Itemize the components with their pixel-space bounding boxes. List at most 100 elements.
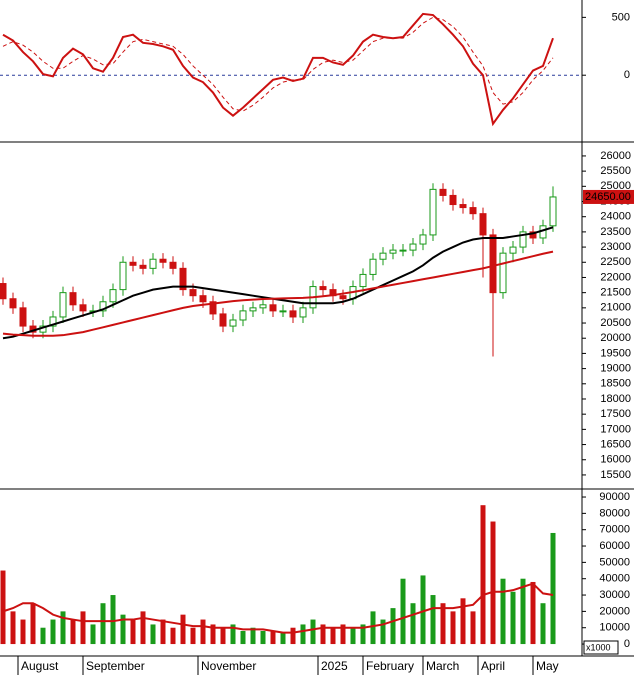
y-tick-label: 20000	[599, 605, 630, 617]
y-tick-label: 500	[612, 11, 630, 23]
last-price-box	[583, 189, 634, 204]
volume-bar	[0, 570, 6, 645]
candle-body	[199, 295, 207, 303]
volume-bar	[380, 619, 386, 645]
y-tick-label: 60000	[599, 540, 630, 552]
candle-body	[419, 234, 427, 245]
candle-body	[169, 261, 177, 269]
y-tick-label: 30000	[599, 589, 630, 601]
volume-bar	[500, 578, 506, 645]
volume-bar	[440, 603, 446, 645]
volume-bar	[370, 611, 376, 645]
y-tick-label: 22000	[600, 271, 631, 283]
candle-body	[499, 252, 507, 294]
x-tick-label: March	[426, 659, 459, 673]
candle-body	[549, 196, 557, 227]
candle-body	[389, 249, 397, 254]
volume-bar	[470, 611, 476, 645]
y-tick-label: 80000	[599, 507, 630, 519]
volume-bar	[410, 603, 416, 645]
volume-bar	[310, 619, 316, 645]
y-tick-label: 25000	[600, 180, 631, 192]
candle-body	[429, 188, 437, 236]
volume-bar	[30, 603, 36, 645]
y-tick-label: 15500	[600, 469, 631, 481]
candle-body	[279, 310, 287, 313]
candle-body	[439, 188, 447, 196]
x-tick-label: September	[86, 659, 145, 673]
moving-average	[2, 226, 554, 340]
candle-body	[479, 213, 487, 236]
volume-bar	[240, 630, 246, 645]
candle-body	[189, 289, 197, 297]
volume-bar	[340, 624, 346, 645]
volume-bar	[140, 611, 146, 645]
y-tick-label: 0	[624, 638, 630, 650]
candle-body	[519, 231, 527, 248]
candle-body	[149, 258, 157, 269]
x-tick-label: November	[201, 659, 256, 673]
candle-body	[79, 304, 87, 312]
candle-body	[529, 231, 537, 239]
volume-bar	[320, 624, 326, 645]
unit-label: x1000	[586, 642, 611, 652]
volume-bar	[200, 619, 206, 645]
candle-body	[249, 307, 257, 312]
candle-body	[99, 301, 107, 312]
candle-body	[219, 313, 227, 327]
y-tick-label: 40000	[599, 573, 630, 585]
y-tick-label: 21500	[600, 287, 631, 299]
volume-bar	[230, 624, 236, 645]
volume-bar	[510, 591, 516, 645]
y-tick-label: 17000	[600, 423, 631, 435]
x-tick-label: August	[21, 659, 59, 673]
volume-bar	[250, 627, 256, 645]
volume-bar	[50, 619, 56, 645]
candle-body	[489, 234, 497, 294]
volume-bar	[20, 619, 26, 645]
candle-body	[269, 304, 277, 312]
volume-bar	[280, 632, 286, 645]
y-tick-label: 18000	[600, 393, 631, 405]
candle-body	[159, 258, 167, 263]
candle-body	[399, 249, 407, 252]
volume-bar	[520, 578, 526, 645]
volume-bar	[80, 611, 86, 645]
volume-bar	[260, 630, 266, 645]
candle-body	[449, 194, 457, 206]
last-price-label: 24650.00	[585, 191, 631, 203]
volume-bar	[180, 614, 186, 645]
volume-bar	[270, 630, 276, 645]
candle-body	[49, 316, 57, 327]
x-tick-label: 2025	[321, 659, 348, 673]
y-tick-label: 70000	[599, 524, 630, 536]
volume-bar	[350, 627, 356, 645]
volume-bar	[400, 578, 406, 645]
y-tick-label: 16500	[600, 438, 631, 450]
candle-body	[299, 307, 307, 318]
y-tick-label: 26000	[600, 150, 631, 162]
y-tick-label: 17500	[600, 408, 631, 420]
candle-body	[19, 307, 27, 327]
x-tick-label: April	[481, 659, 505, 673]
volume-bar	[190, 627, 196, 645]
y-tick-label: 24000	[600, 211, 631, 223]
volume-bar	[90, 624, 96, 645]
volume-bar	[150, 624, 156, 645]
y-tick-label: 19000	[600, 363, 631, 375]
candle-body	[359, 273, 367, 288]
volume-bar	[70, 619, 76, 645]
candle-body	[179, 267, 187, 291]
candle-body	[0, 283, 7, 300]
candle-body	[9, 298, 17, 309]
y-tick-label: 0	[624, 69, 630, 81]
volume-bar	[530, 581, 536, 645]
volume-bar	[430, 595, 436, 645]
candle-body	[319, 286, 327, 291]
volume-bar	[160, 619, 166, 645]
volume-bar	[450, 611, 456, 645]
y-tick-label: 10000	[599, 622, 630, 634]
signal-line	[2, 16, 554, 112]
candle-body	[229, 319, 237, 327]
